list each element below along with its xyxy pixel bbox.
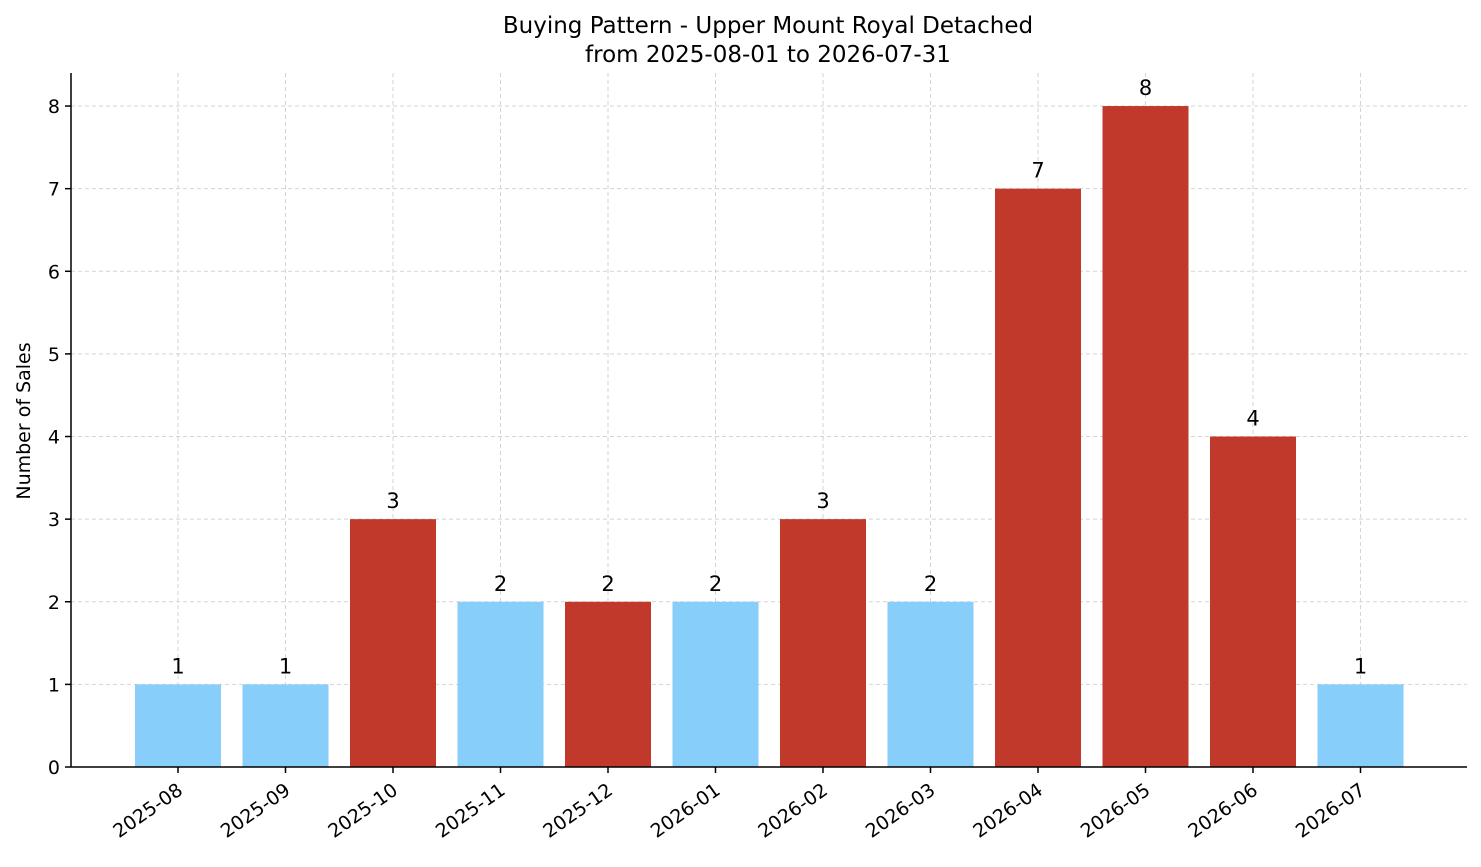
y-tick-label: 8	[48, 96, 60, 118]
chart-title: Buying Pattern - Upper Mount Royal Detac…	[503, 13, 1033, 39]
y-tick-label: 5	[48, 344, 60, 366]
x-tick-label: 2026-02	[754, 779, 832, 843]
bar-2026-06	[1210, 436, 1296, 767]
data-label: 1	[171, 654, 184, 678]
data-label: 1	[1354, 654, 1367, 678]
x-tick-label: 2026-06	[1184, 779, 1262, 843]
data-labels-layer: 1 1 3 2 2 2 3 2 7 8 4 1	[171, 76, 1367, 678]
y-tick-label: 4	[48, 427, 60, 449]
bar-2025-12	[565, 601, 651, 767]
bar-2026-03	[887, 601, 974, 767]
x-tick-label: 2025-09	[217, 779, 295, 843]
chart-subtitle: from 2025-08-01 to 2026-07-31	[585, 42, 951, 68]
bar-2026-02	[780, 519, 866, 767]
y-tick-label: 1	[48, 674, 60, 696]
x-tick-label: 2025-10	[324, 779, 402, 843]
bar-2025-10	[350, 519, 436, 767]
y-axis-label: Number of Sales	[13, 342, 35, 499]
bar-2025-08	[135, 684, 221, 767]
x-tick-label: 2026-03	[862, 779, 940, 843]
y-tick-label: 0	[48, 757, 60, 779]
y-tick-label: 7	[48, 179, 60, 201]
x-tick-label: 2026-07	[1292, 779, 1370, 843]
bars-layer	[135, 106, 1404, 768]
bar-2025-11	[457, 601, 544, 767]
data-label: 7	[1031, 159, 1044, 183]
y-tick-label: 2	[48, 592, 60, 614]
data-label: 3	[816, 489, 829, 513]
data-label: 2	[601, 572, 614, 596]
y-tick-label: 6	[48, 261, 60, 283]
x-tick-label: 2025-08	[109, 779, 187, 843]
x-tick-label: 2026-05	[1077, 779, 1155, 843]
data-label: 4	[1246, 407, 1259, 431]
y-tick-label: 3	[48, 509, 60, 531]
data-label: 2	[494, 572, 507, 596]
data-label: 2	[924, 572, 937, 596]
x-tick-label: 2025-12	[539, 779, 617, 843]
data-label: 3	[386, 489, 399, 513]
bar-2026-04	[995, 188, 1081, 767]
x-tick-label: 2026-01	[647, 779, 725, 843]
bar-2026-07	[1317, 684, 1404, 767]
bar-2026-01	[672, 601, 759, 767]
data-label: 8	[1139, 76, 1152, 100]
bar-2025-09	[242, 684, 329, 767]
bar-2026-05	[1102, 106, 1189, 768]
data-label: 2	[709, 572, 722, 596]
x-tick-label: 2025-11	[432, 779, 510, 843]
x-tick-label: 2026-04	[969, 779, 1047, 843]
data-label: 1	[279, 654, 292, 678]
